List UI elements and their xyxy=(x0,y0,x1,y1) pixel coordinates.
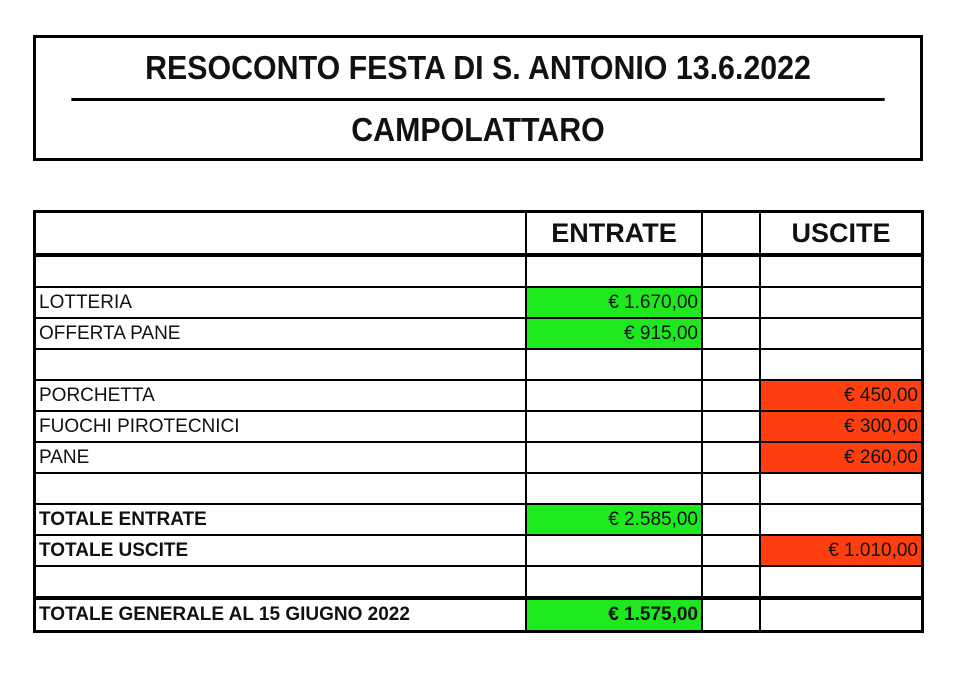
header-entrate: ENTRATE xyxy=(525,210,703,257)
empty-row xyxy=(33,565,924,599)
total-income-row: TOTALE ENTRATE € 2.585,00 xyxy=(33,503,924,536)
empty-row xyxy=(33,472,924,505)
header-row: ENTRATE USCITE xyxy=(33,210,924,257)
empty-row xyxy=(33,348,924,381)
title-box: RESOCONTO FESTA DI S. ANTONIO 13.6.2022 … xyxy=(33,35,923,161)
table-row: FUOCHI PIROTECNICI € 300,00 xyxy=(33,410,924,443)
header-uscite: USCITE xyxy=(759,210,924,257)
accounts-table: ENTRATE USCITE LOTTERIA € 1.670,00 OFFERTA… xyxy=(33,210,924,633)
empty-row xyxy=(33,254,924,288)
document-title: RESOCONTO FESTA DI S. ANTONIO 13.6.2022 xyxy=(145,49,811,86)
total-expense-row: TOTALE USCITE € 1.010,00 xyxy=(33,534,924,567)
table-row: PANE € 260,00 xyxy=(33,441,924,474)
table-row: PORCHETTA € 450,00 xyxy=(33,379,924,412)
table-row: LOTTERIA € 1.670,00 xyxy=(33,286,924,319)
table-row: OFFERTA PANE € 915,00 xyxy=(33,317,924,350)
grand-total-row: TOTALE GENERALE AL 15 GIUGNO 2022 € 1.575… xyxy=(33,596,924,633)
document-subtitle: CAMPOLATTARO xyxy=(71,98,885,158)
